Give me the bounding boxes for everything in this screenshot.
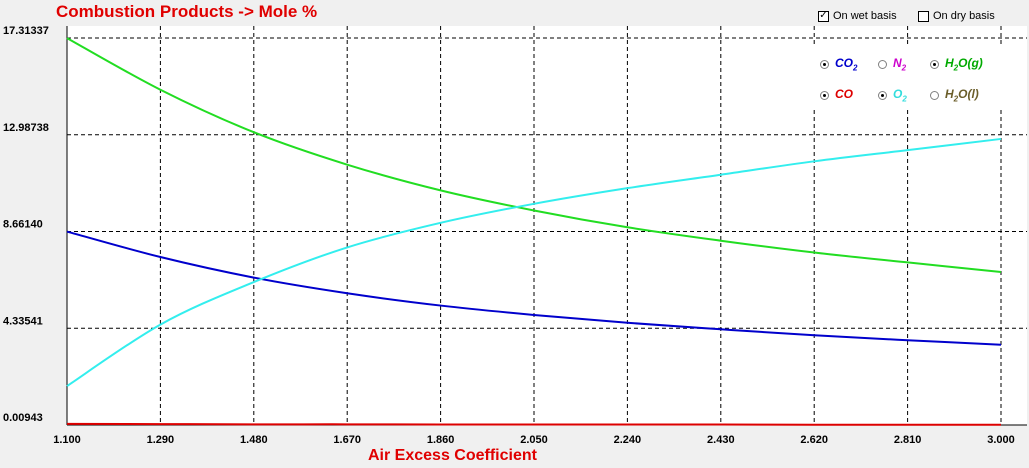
series-line-co2 (66, 230, 1002, 346)
n2-label: N2 (893, 56, 907, 73)
wet-basis-check-icon: ✓ (818, 10, 829, 22)
legend: CO2 N2 H2O(g) CO O2 H2O(l) (810, 46, 1022, 110)
x-tick-label: 3.000 (987, 434, 1015, 446)
x-tick-label: 2.050 (520, 434, 548, 446)
wet-basis-checkbox[interactable]: ✓ On wet basis (818, 10, 897, 22)
series-line-co (66, 422, 1001, 426)
co2-label: CO2 (835, 56, 858, 73)
o2-radio[interactable] (878, 90, 887, 100)
y-tick-label: 0.00943 (3, 412, 43, 424)
legend-item-n2[interactable]: N2 (878, 56, 906, 72)
x-axis-label: Air Excess Coefficient (368, 447, 537, 464)
o2-label: O2 (893, 87, 907, 104)
x-tick-label: 2.810 (894, 434, 922, 446)
x-tick-label: 1.860 (427, 434, 455, 446)
co2-radio[interactable] (820, 59, 829, 69)
n2-radio[interactable] (878, 59, 887, 69)
dry-basis-check-icon (918, 10, 929, 22)
legend-item-h2o-l[interactable]: H2O(l) (930, 87, 979, 103)
h2o-l-label: H2O(l) (945, 87, 979, 104)
dry-basis-checkbox[interactable]: On dry basis (918, 10, 995, 22)
legend-item-co[interactable]: CO (820, 87, 853, 103)
x-tick-label: 1.290 (147, 434, 175, 446)
x-tick-label: 1.670 (333, 434, 361, 446)
series-line-h2og (66, 37, 1002, 274)
x-tick-label: 2.430 (707, 434, 735, 446)
y-tick-label: 17.31337 (3, 25, 49, 37)
h2o-g-radio[interactable] (930, 59, 939, 69)
x-tick-label: 2.620 (800, 434, 828, 446)
y-tick-label: 8.66140 (3, 219, 43, 231)
co-label: CO (835, 87, 853, 101)
chart-title: Combustion Products -> Mole % (56, 2, 318, 21)
y-tick-label: 4.33541 (3, 315, 43, 327)
series-line-o2 (66, 137, 1002, 387)
wet-basis-label: On wet basis (833, 10, 897, 22)
legend-item-co2[interactable]: CO2 (820, 56, 857, 72)
x-tick-label: 1.480 (240, 434, 268, 446)
legend-item-o2[interactable]: O2 (878, 87, 907, 103)
y-tick-label: 12.98738 (3, 122, 49, 134)
legend-item-h2o-g[interactable]: H2O(g) (930, 56, 983, 72)
h2o-g-label: H2O(g) (945, 56, 983, 73)
h2o-l-radio[interactable] (930, 90, 939, 100)
x-tick-label: 1.100 (53, 434, 81, 446)
dry-basis-label: On dry basis (933, 10, 995, 22)
co-radio[interactable] (820, 90, 829, 100)
x-tick-label: 2.240 (614, 434, 642, 446)
